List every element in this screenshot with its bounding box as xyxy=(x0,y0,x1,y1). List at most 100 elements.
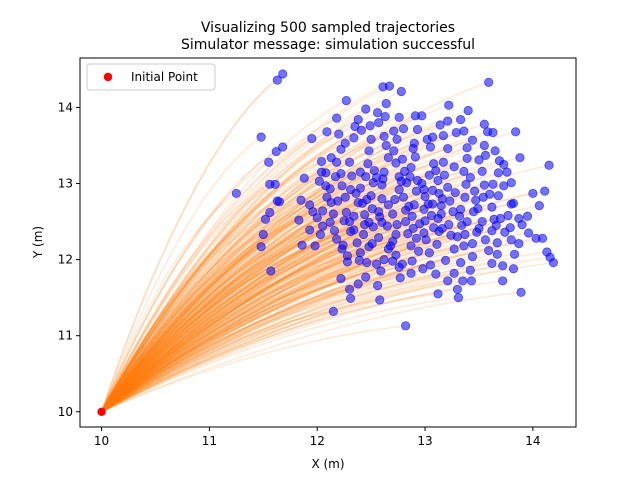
trajectory-endpoint xyxy=(371,259,382,269)
trajectory-endpoint xyxy=(362,258,372,268)
trajectory-endpoint xyxy=(347,171,357,181)
trajectory-line xyxy=(101,188,425,413)
trajectory-line xyxy=(100,146,431,413)
trajectory-endpoint xyxy=(479,180,489,190)
trajectory-endpoint xyxy=(443,276,453,286)
trajectory-line xyxy=(101,229,355,413)
trajectory-endpoint xyxy=(231,188,241,199)
trajectory-line xyxy=(100,139,473,413)
trajectory-endpoint xyxy=(537,233,548,243)
trajectory-line xyxy=(100,172,342,413)
trajectory-line xyxy=(100,130,465,413)
trajectory-line xyxy=(100,137,355,413)
trajectory-endpoint xyxy=(363,159,373,169)
trajectory-endpoint xyxy=(381,140,391,151)
trajectory-line xyxy=(101,244,344,413)
trajectory-line xyxy=(100,125,356,413)
trajectory-line xyxy=(100,161,270,413)
legend-box xyxy=(86,63,216,91)
trajectory-line xyxy=(101,231,505,413)
trajectory-line xyxy=(101,131,488,413)
trajectory-endpoint xyxy=(398,192,409,202)
trajectory-line xyxy=(101,198,396,413)
trajectory-endpoint xyxy=(415,219,425,229)
trajectory-line xyxy=(100,211,347,413)
trajectory-endpoint xyxy=(388,236,398,246)
trajectory-endpoint xyxy=(256,242,266,252)
trajectory-line xyxy=(101,225,388,413)
trajectory-endpoint xyxy=(294,215,304,225)
trajectory-line xyxy=(100,137,313,413)
trajectory-endpoint xyxy=(433,289,443,299)
trajectory-line xyxy=(100,150,395,413)
trajectory-endpoint xyxy=(392,220,402,230)
trajectory-endpoint xyxy=(485,189,495,199)
trajectory-endpoint xyxy=(449,268,459,278)
trajectory-endpoint xyxy=(465,265,475,275)
trajectory-line xyxy=(100,207,373,413)
trajectory-endpoint xyxy=(492,249,502,259)
trajectory-endpoint xyxy=(384,81,395,91)
trajectory-line xyxy=(100,201,280,413)
initial-point-layer xyxy=(97,407,106,416)
trajectory-endpoint xyxy=(344,284,355,294)
trajectory-line xyxy=(100,213,334,413)
trajectory-endpoint xyxy=(322,127,332,137)
trajectory-line xyxy=(100,221,331,413)
trajectory-line xyxy=(101,261,348,413)
trajectory-line xyxy=(100,183,276,413)
trajectory-endpoint xyxy=(515,153,525,163)
trajectory-line xyxy=(101,310,334,413)
trajectory-line xyxy=(100,131,328,413)
trajectory-endpoint xyxy=(328,209,338,219)
trajectory-endpoint xyxy=(396,176,406,186)
trajectory-line xyxy=(100,179,418,413)
trajectory-line xyxy=(100,136,262,413)
trajectory-endpoint xyxy=(500,227,510,237)
trajectory-line xyxy=(101,258,385,413)
trajectory-line xyxy=(101,232,425,413)
trajectory-line xyxy=(101,248,343,413)
trajectory-endpoint xyxy=(459,126,469,136)
trajectory-endpoint xyxy=(376,266,386,276)
trajectory-line xyxy=(100,244,303,413)
trajectory-endpoint xyxy=(256,132,266,142)
trajectory-endpoint xyxy=(406,241,416,251)
trajectory-endpoint xyxy=(278,69,288,79)
x-tick-label: 14 xyxy=(525,434,540,448)
trajectory-line xyxy=(101,296,459,413)
trajectory-endpoint xyxy=(272,75,282,85)
trajectory-endpoint xyxy=(379,255,389,265)
trajectory-line xyxy=(101,288,350,413)
y-tick-label: 10 xyxy=(58,405,73,419)
trajectory-endpoint xyxy=(381,99,391,109)
trajectory-line xyxy=(101,171,508,413)
trajectory-line xyxy=(100,99,347,413)
trajectory-endpoint xyxy=(397,154,407,164)
trajectory-endpoint xyxy=(419,228,429,238)
trajectory-endpoint xyxy=(443,116,453,126)
trajectory-line xyxy=(101,259,446,413)
x-tick-label: 12 xyxy=(310,434,325,448)
trajectory-line xyxy=(101,245,464,413)
y-axis-label: Y (m) xyxy=(31,226,45,259)
trajectory-endpoint xyxy=(408,143,418,154)
trajectory-endpoint xyxy=(349,133,359,143)
trajectory-line xyxy=(100,270,272,413)
trajectory-line xyxy=(101,293,439,413)
trajectory-line xyxy=(101,237,537,413)
trajectory-endpoint xyxy=(440,255,451,265)
trajectory-endpoint xyxy=(264,157,274,167)
trajectory-endpoint xyxy=(394,185,404,195)
trajectory-endpoint xyxy=(353,197,363,208)
trajectory-line xyxy=(101,220,426,413)
trajectory-line xyxy=(100,163,434,413)
trajectory-line xyxy=(101,214,509,413)
trajectory-line xyxy=(101,215,528,413)
trajectory-endpoint xyxy=(406,268,416,278)
trajectory-endpoint xyxy=(459,166,469,176)
trajectory-line xyxy=(101,206,493,413)
trajectory-line xyxy=(101,190,417,413)
trajectory-endpoint xyxy=(398,124,409,134)
trajectory-line xyxy=(100,147,448,413)
